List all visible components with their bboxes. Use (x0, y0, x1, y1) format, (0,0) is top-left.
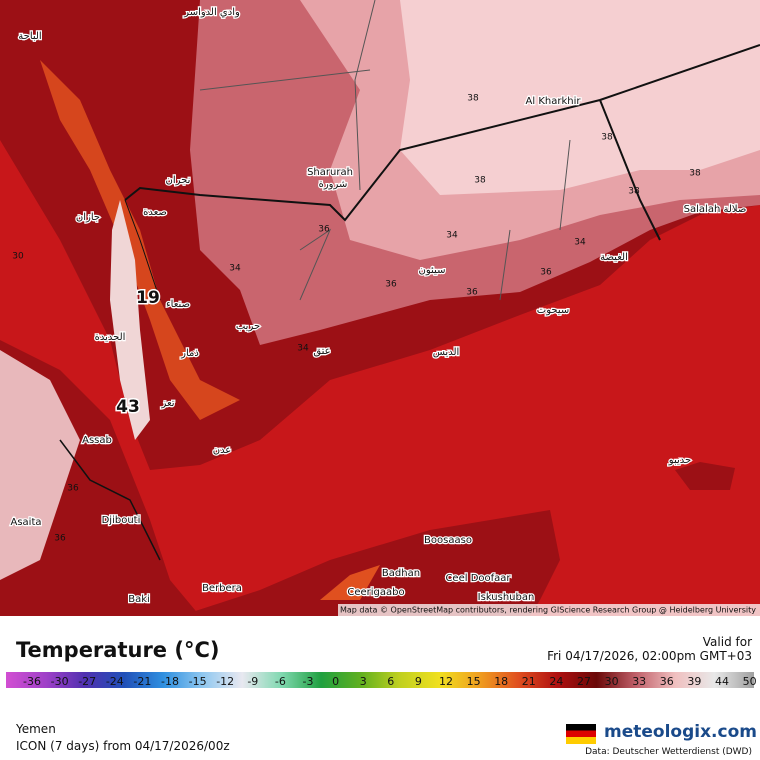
place-label: تعز (160, 398, 174, 409)
contour-label: 34 (297, 344, 309, 354)
map: وادي الدواسر الباحة Al Kharkhir 38 38 38… (0, 0, 760, 616)
place-label: Ceerigaabo (347, 587, 404, 598)
tick-label: -21 (133, 675, 151, 688)
legend: Temperature (°C) Valid for Fri 04/17/202… (0, 616, 760, 760)
place-label: ذمار (180, 348, 199, 359)
place-label: عتق (313, 346, 330, 357)
model: ICON (7 days) from 04/17/2026/00z (16, 739, 230, 753)
tick-label: -6 (275, 675, 286, 688)
extreme-label: 43 (116, 397, 140, 417)
tick-label: -18 (161, 675, 179, 688)
place-label: Assab (82, 435, 112, 446)
tick-label: -36 (23, 675, 41, 688)
contour-label: 38 (689, 169, 701, 179)
tick-label: -12 (216, 675, 234, 688)
place-label: Al Kharkhir (526, 96, 582, 107)
place-label: Salalah صلالة (684, 204, 747, 215)
borders (59, 44, 760, 561)
place-label: نجران (166, 175, 191, 186)
tick-label: -15 (189, 675, 207, 688)
tick-label: 3 (360, 675, 367, 688)
valid-time: Fri 04/17/2026, 02:00pm GMT+03 (547, 649, 752, 663)
tick-label: -3 (303, 675, 314, 688)
place-label: Ceel Doofaar (445, 573, 511, 584)
place-label: صعدة (143, 207, 167, 218)
tick-label: 18 (494, 675, 508, 688)
tick-label: -24 (106, 675, 124, 688)
socotra (675, 462, 735, 490)
tick-label: 15 (467, 675, 481, 688)
tick-label: 9 (415, 675, 422, 688)
coastal-plain (110, 200, 150, 440)
extreme-label: 19 (136, 288, 160, 308)
tick-row: -36 -30 -27 -24 -21 -18 -15 -12 -9 -6 -3 0 3 6 9 12 15 18… (23, 675, 757, 688)
place-label: الغيضة (600, 252, 628, 263)
contour-label: 36 (318, 225, 330, 235)
hottest-zone (400, 0, 760, 195)
place-label: Sharurah (307, 167, 353, 178)
legend-title: Temperature (°C) (16, 638, 220, 662)
tick-label: 12 (439, 675, 453, 688)
place-label: حديبو (668, 455, 691, 466)
place-label: جازان (76, 212, 100, 223)
contour-label: 38 (474, 176, 486, 186)
brand: meteologix.com (604, 722, 757, 742)
place-label: سيحوت (537, 305, 569, 316)
color-bar (6, 672, 754, 688)
tick-label: 21 (522, 675, 536, 688)
contour-label: 38 (601, 133, 613, 143)
contour-label: 36 (385, 280, 397, 290)
contour-label: 36 (540, 268, 552, 278)
tick-label: -9 (247, 675, 258, 688)
danakil (0, 350, 80, 580)
place-label: صنعاء (166, 299, 190, 310)
place-label: وادي الدواسر (183, 7, 240, 18)
tick-label: 27 (577, 675, 591, 688)
place-label: سيئون (419, 265, 446, 276)
place-label: Baki (128, 594, 150, 605)
contour-label: 38 (628, 187, 640, 197)
flag (566, 724, 596, 744)
place-label: Djibouti (102, 515, 141, 526)
tick-label: 0 (332, 675, 339, 688)
place-label: الديس (433, 347, 460, 358)
contour-label: 34 (229, 264, 241, 274)
place-label: Iskushuban (478, 592, 535, 603)
attribution: Map data © OpenStreetMap contributors, r… (340, 606, 756, 615)
valid-label: Valid for (702, 635, 752, 649)
contour-label: 34 (446, 231, 458, 241)
contour-label: 36 (67, 484, 79, 494)
place-label: عدن (213, 445, 232, 456)
contour-label: 36 (54, 534, 66, 544)
place-label: Badhan (382, 568, 420, 579)
provinces (199, 0, 571, 301)
contour-label: 38 (467, 94, 479, 104)
place-label: حريب (236, 321, 260, 332)
somalia-hills (320, 565, 380, 600)
tick-label: 33 (632, 675, 646, 688)
contour-label: 30 (12, 252, 24, 262)
place-label: الباحة (18, 31, 41, 42)
contour-label: 34 (574, 238, 586, 248)
tick-label: 24 (549, 675, 563, 688)
region: Yemen (16, 722, 56, 736)
place-label: Boosaaso (424, 535, 472, 546)
source: Data: Deutscher Wetterdienst (DWD) (585, 747, 752, 757)
tick-label: 50 (743, 675, 757, 688)
tick-label: -27 (78, 675, 96, 688)
tick-label: 36 (660, 675, 674, 688)
tick-label: 39 (687, 675, 701, 688)
place-label: شرورة (319, 179, 348, 190)
tick-label: 30 (605, 675, 619, 688)
place-label: الحديدة (95, 332, 126, 343)
somalia (180, 510, 560, 616)
tick-label: 6 (387, 675, 394, 688)
place-label: Asaita (10, 517, 41, 528)
place-label: Berbera (202, 583, 242, 594)
tick-label: -30 (51, 675, 69, 688)
attribution-bg (338, 604, 760, 616)
tick-label: 44 (715, 675, 729, 688)
contour-label: 36 (466, 288, 478, 298)
